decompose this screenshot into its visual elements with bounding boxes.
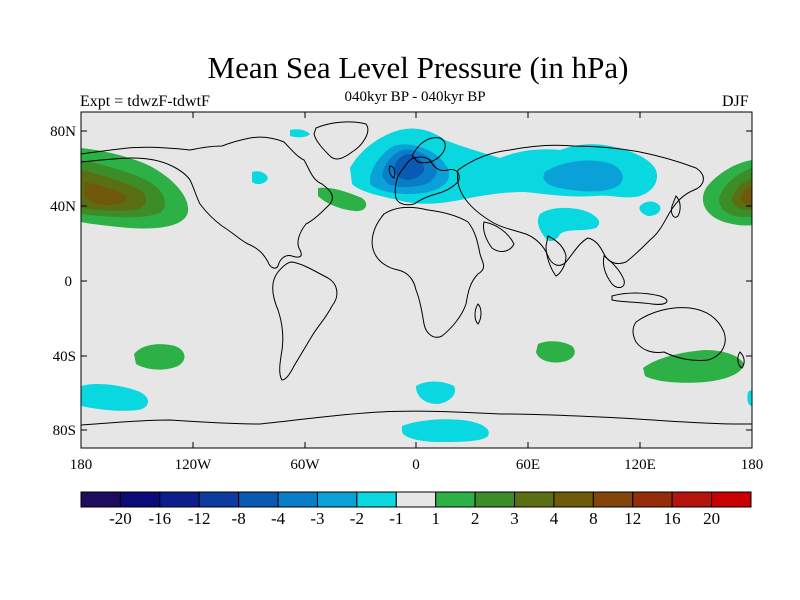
- coast-se-asia: [603, 255, 625, 288]
- contour-sind-pos: [536, 341, 575, 363]
- colorbar-box: [80, 491, 121, 508]
- coast-japan: [671, 195, 681, 218]
- lon-label-120w: 120W: [175, 457, 213, 473]
- contour-spac-pos: [134, 344, 185, 370]
- colorbar-box: [592, 491, 634, 508]
- coast-north-america: [81, 136, 333, 269]
- lat-label-40s: 40S: [53, 349, 76, 365]
- colorbar-box: [395, 491, 437, 508]
- contour-siberia-2: [543, 160, 623, 192]
- lon-label-120e: 120E: [624, 457, 656, 473]
- contour-east-asia-small: [639, 201, 661, 216]
- coast-indonesia: [611, 292, 668, 305]
- colorbar-box: [711, 491, 752, 508]
- contour-natl: [318, 187, 367, 212]
- coast-uk: [388, 165, 396, 179]
- contour-socean-neg: [402, 419, 489, 442]
- coast-scandinavia: [411, 137, 446, 164]
- colorbar-label: -16: [148, 509, 171, 528]
- contour-saus-pos: [643, 350, 744, 383]
- colorbar-label: 4: [550, 509, 559, 528]
- contour-npac-east-8: [740, 186, 752, 205]
- axis-ticks: [80, 112, 753, 448]
- colorbar-box: [474, 491, 516, 508]
- colorbar-box: [238, 491, 279, 508]
- coast-india: [545, 235, 567, 277]
- colorbar-label: 8: [589, 509, 598, 528]
- colorbar-box: [356, 491, 397, 508]
- contour-spac-neg: [81, 384, 149, 411]
- lon-label-60w: 60W: [290, 457, 320, 473]
- colorbar-label: -4: [271, 509, 286, 528]
- colorbar-label: 3: [510, 509, 519, 528]
- colorbar-box: [553, 491, 594, 508]
- colorbar-box: [514, 491, 555, 508]
- contour-tibet: [537, 207, 600, 242]
- colorbar-label: -2: [350, 509, 364, 528]
- lat-label-80n: 80N: [50, 124, 76, 140]
- coast-new-zealand: [737, 351, 745, 369]
- pressure-contours: [81, 128, 752, 442]
- coast-arabia: [483, 221, 515, 252]
- contour-iceland: [290, 129, 310, 138]
- colorbar-label: 20: [703, 509, 720, 528]
- coast-greenland: [313, 121, 369, 160]
- coast-madagascar: [474, 303, 482, 325]
- colorbar-box: [198, 491, 240, 508]
- coast-africa: [371, 206, 485, 338]
- contour-alaska-small: [252, 171, 268, 185]
- period-label: 040kyr BP - 040kyr BP: [344, 89, 486, 105]
- season-label: DJF: [722, 93, 749, 110]
- coast-asia: [457, 144, 704, 266]
- colorbar-box: [277, 491, 318, 508]
- plot-title: Mean Sea Level Pressure (in hPa): [207, 50, 629, 85]
- coast-south-america: [272, 261, 338, 381]
- colorbar-label: 12: [624, 509, 641, 528]
- colorbar-label: -20: [109, 509, 132, 528]
- contour-npac-west-8: [84, 182, 128, 205]
- colorbar-label: -1: [389, 509, 403, 528]
- colorbar-label: -12: [188, 509, 211, 528]
- colorbar-box: [632, 491, 673, 508]
- colorbar-boxes: [80, 491, 752, 508]
- lat-label-0: 0: [65, 274, 73, 290]
- coast-antarctica: [81, 410, 752, 426]
- colorbar-label: -8: [232, 509, 246, 528]
- lon-label-60e: 60E: [516, 457, 540, 473]
- colorbar-label: -3: [310, 509, 324, 528]
- lat-label-80s: 80S: [53, 423, 76, 439]
- colorbar-labels: -20 -16 -12 -8 -4 -3 -2 -1 1 2 3 4 8 12 16 20: [109, 509, 720, 528]
- lon-label-0: 0: [412, 457, 420, 473]
- colorbar-label: 2: [471, 509, 480, 528]
- contour-satl-neg: [416, 381, 456, 404]
- colorbar-box: [159, 491, 200, 508]
- coast-australia: [632, 307, 726, 361]
- lon-label-180e: 180: [741, 457, 764, 473]
- colorbar-box: [671, 491, 713, 508]
- lon-label-180w: 180: [70, 457, 93, 473]
- colorbar-label: 16: [664, 509, 681, 528]
- colorbar-box: [119, 491, 161, 508]
- experiment-label: Expt = tdwzF-tdwtF: [80, 93, 210, 110]
- colorbar-box: [435, 491, 476, 508]
- coastlines: [81, 121, 752, 426]
- contour-seind-neg: [747, 390, 752, 406]
- colorbar-label: 1: [431, 509, 440, 528]
- colorbar-box: [316, 491, 358, 508]
- lat-label-40n: 40N: [50, 199, 76, 215]
